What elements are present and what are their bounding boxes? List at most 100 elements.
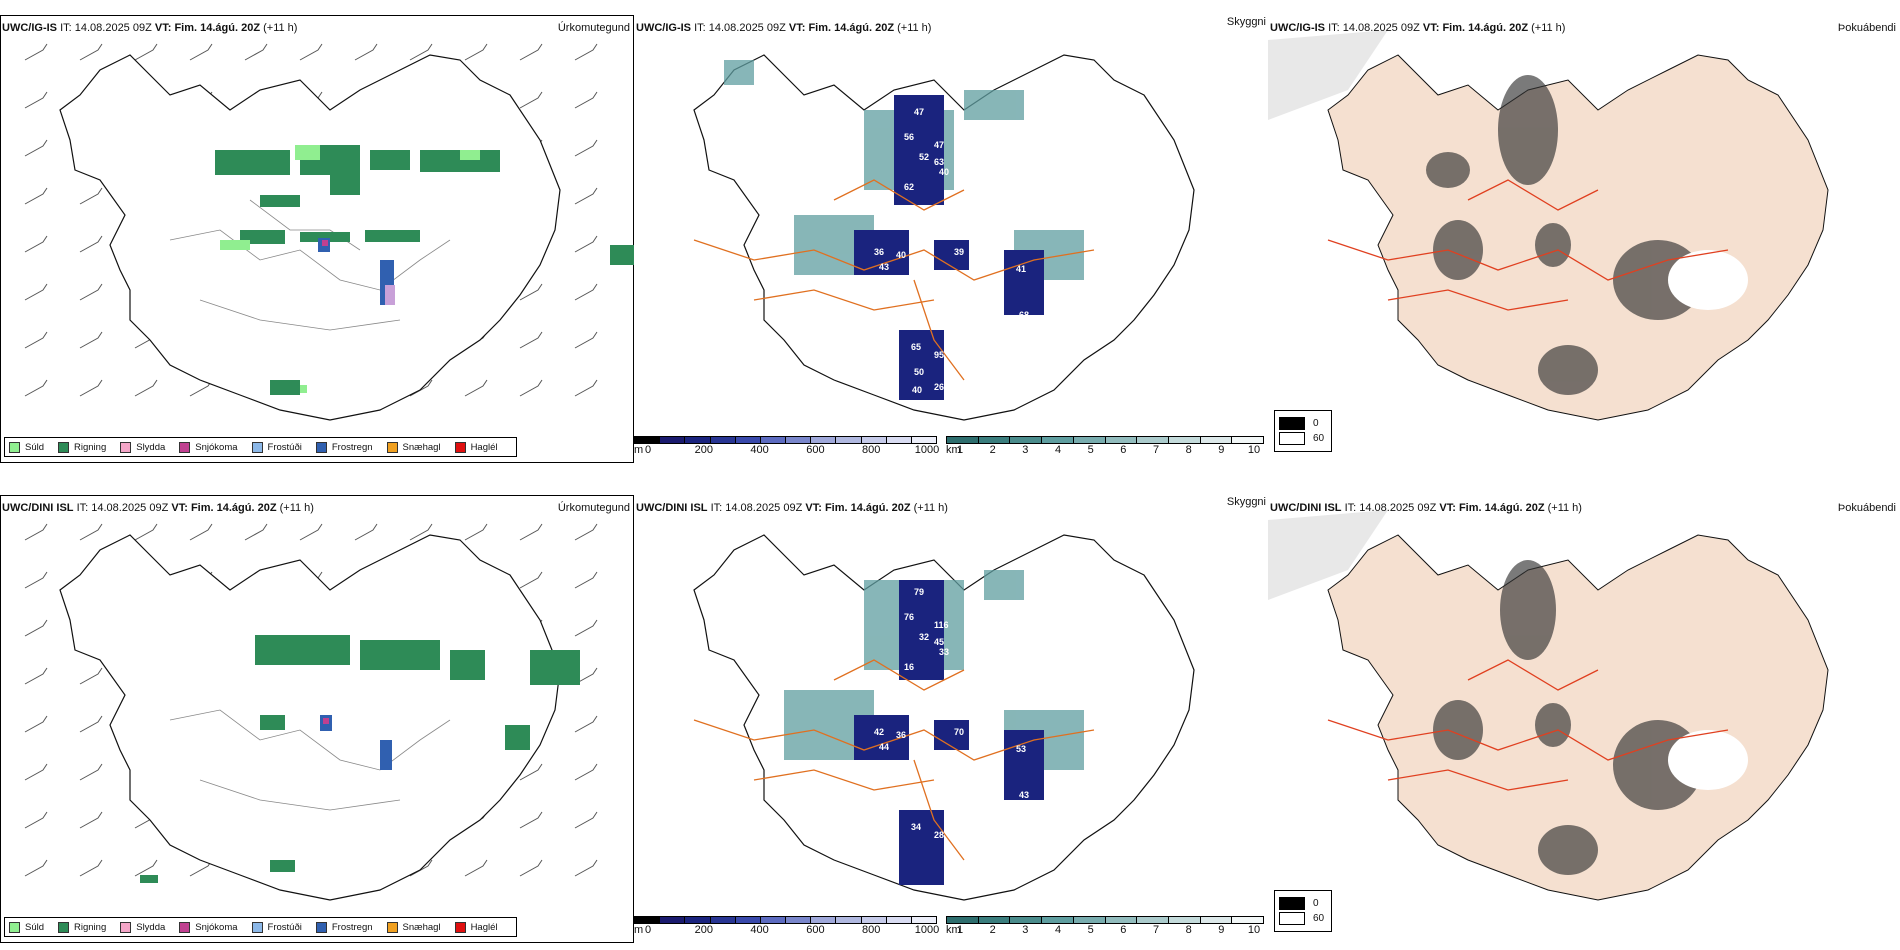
colorbar-tick-label: 200 bbox=[694, 444, 713, 456]
colorbar-tick-label: 9 bbox=[1218, 924, 1225, 936]
cloudbase-value: 42 bbox=[874, 727, 884, 737]
map-frame bbox=[0, 495, 634, 943]
colorbar-ticks: km 1 2 3 4 5 6 7 8 9 10 bbox=[946, 924, 1264, 938]
lead-time: (+11 h) bbox=[263, 22, 298, 34]
cloudbase-value: 32 bbox=[919, 632, 929, 642]
legend-label: Slydda bbox=[136, 921, 166, 933]
panel-header: UWC/DINI ISL IT: 14.08.2025 09Z VT: Fim.… bbox=[2, 502, 314, 514]
wind-barb bbox=[79, 811, 103, 829]
colorbar-tick-label: 1000 bbox=[914, 924, 940, 936]
panel-header: UWC/DINI ISL IT: 14.08.2025 09Z VT: Fim.… bbox=[1270, 502, 1582, 514]
wind-barb bbox=[519, 43, 543, 61]
colorbar-tick-label: 10 bbox=[1247, 924, 1261, 936]
cloudbase-value: 47 bbox=[914, 107, 924, 117]
legend-item: Frostregn bbox=[315, 921, 373, 933]
legend-item: Snæhagl bbox=[386, 921, 441, 933]
it-value: 14.08.2025 09Z bbox=[725, 502, 803, 514]
wind-barb bbox=[519, 523, 543, 541]
colorbar-tick-label: 800 bbox=[862, 924, 881, 936]
wind-barb bbox=[79, 235, 103, 253]
rain-areas bbox=[140, 635, 580, 883]
panel-title: Úrkomutegund bbox=[557, 502, 630, 514]
wind-barb bbox=[134, 379, 158, 397]
wind-barb bbox=[24, 619, 48, 637]
legend-swatch bbox=[315, 441, 327, 453]
legend-item: Haglél bbox=[454, 441, 498, 453]
wind-barb bbox=[79, 667, 103, 685]
iceland-land bbox=[1327, 534, 1829, 901]
colorbar-tick-label: 8 bbox=[1185, 444, 1192, 456]
it-value: 14.08.2025 09Z bbox=[74, 22, 152, 34]
cloudbase-value: 33 bbox=[939, 647, 949, 657]
wind-barb bbox=[79, 43, 103, 61]
vt-label: VT: bbox=[171, 502, 188, 514]
cloudbase-value: 70 bbox=[954, 727, 964, 737]
panel-header: UWC/IG-IS IT: 14.08.2025 09Z VT: Fim. 14… bbox=[636, 22, 931, 34]
colorbar-tick-label: 4 bbox=[1054, 444, 1062, 456]
vt-value: Fim. 14.ágú. 20Z bbox=[1442, 22, 1529, 34]
cloudbase-value: 44 bbox=[879, 742, 889, 752]
cloudbase-value: 116 bbox=[934, 620, 949, 630]
wind-barb bbox=[24, 667, 48, 685]
wind-barb bbox=[79, 379, 103, 397]
legend-item: Haglél bbox=[454, 921, 498, 933]
panel-title: Skyggni bbox=[1226, 496, 1266, 508]
cloudbase-value: 68 bbox=[1019, 310, 1029, 320]
cloudbase-value: 40 bbox=[896, 250, 906, 260]
precip-type-panel-bottom: UWC/DINI ISL IT: 14.08.2025 09Z VT: Fim.… bbox=[0, 480, 634, 950]
wind-barb bbox=[574, 43, 598, 61]
wind-barb bbox=[574, 715, 598, 733]
legend-swatch bbox=[315, 921, 327, 933]
colorbar-tick-label: 1 bbox=[956, 444, 964, 456]
wind-barb bbox=[244, 43, 268, 61]
cloudbase-colorbar: m 0 200 400 600 800 1000 bbox=[634, 916, 940, 938]
it-label: IT: bbox=[60, 22, 72, 34]
cloudbase-value: 50 bbox=[914, 367, 924, 377]
wind-barb bbox=[519, 811, 543, 829]
wind-barb bbox=[574, 667, 598, 685]
legend-label: Frostúði bbox=[267, 921, 302, 933]
cloudbase-value: 63 bbox=[934, 157, 944, 167]
legend-label: Frostúði bbox=[267, 441, 302, 453]
colorbar-tick-label: 0 bbox=[644, 924, 652, 936]
iceland-coastline bbox=[693, 534, 1195, 901]
wind-barb bbox=[574, 859, 598, 877]
colorbar-tick-label: 3 bbox=[1022, 924, 1029, 936]
wind-barb bbox=[574, 523, 598, 541]
cloudbase-value: 53 bbox=[1016, 744, 1026, 754]
colorbar-tick-label: 2 bbox=[989, 924, 996, 936]
cloudbase-value: 41 bbox=[1016, 264, 1026, 274]
colorbar-tick-label: 5 bbox=[1087, 444, 1094, 456]
legend-label: Súld bbox=[25, 441, 45, 453]
colorbar-ticks: km 1 2 3 4 5 6 7 8 9 10 bbox=[946, 444, 1264, 458]
wind-barb bbox=[134, 523, 158, 541]
colorbar-tick-label: 3 bbox=[1022, 444, 1029, 456]
legend-label: Súld bbox=[25, 921, 45, 933]
colorbar-tick-label: 600 bbox=[806, 924, 825, 936]
wind-barb bbox=[574, 379, 598, 397]
colorbar-tick-label: 6 bbox=[1120, 924, 1127, 936]
colorbar-tick-label: 0 bbox=[644, 444, 652, 456]
vt-value: Fim. 14.ágú. 20Z bbox=[190, 502, 277, 514]
legend-swatch bbox=[179, 441, 191, 453]
cloudbase-visibility-panel-bottom: 79 76 32 116 16 33 45 42 36 44 70 53 43 34 28 UWC/DINI… bbox=[634, 480, 1268, 950]
wind-barb bbox=[24, 763, 48, 781]
cloudbase-value: 62 bbox=[904, 182, 914, 192]
it-label: IT: bbox=[710, 502, 723, 514]
cloudbase-value: 45 bbox=[934, 637, 944, 647]
lead-time: (+11 h) bbox=[1547, 502, 1582, 514]
wind-barb bbox=[464, 859, 488, 877]
panel-title: Þokuábendi bbox=[1837, 22, 1896, 34]
precip-legend: Súld Rigning Slydda Snjókoma Frostúði Frostre… bbox=[4, 437, 517, 457]
cloudbase-value: 79 bbox=[914, 587, 924, 597]
colorbar-tick-label: 1000 bbox=[914, 444, 940, 456]
legend-label: Slydda bbox=[136, 441, 166, 453]
cloudbase-value: 76 bbox=[904, 612, 914, 622]
visibility-colorbar: km 1 2 3 4 5 6 7 8 9 10 bbox=[946, 916, 1264, 938]
wind-barb bbox=[299, 43, 323, 61]
wind-barb bbox=[464, 43, 488, 61]
iceland-map bbox=[24, 43, 634, 421]
map-frame bbox=[0, 15, 634, 463]
cloudbase-value: 43 bbox=[879, 262, 889, 272]
vt-label: VT: bbox=[788, 22, 806, 34]
